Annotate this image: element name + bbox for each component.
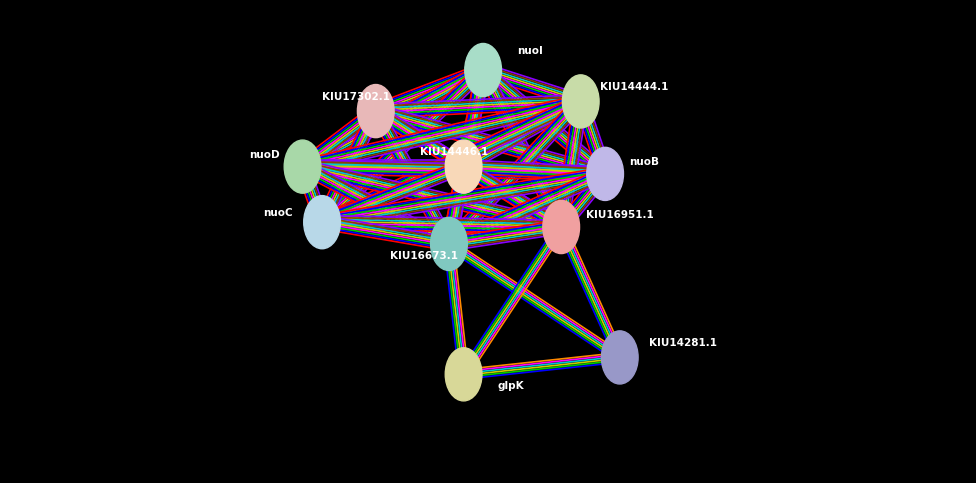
Ellipse shape bbox=[430, 217, 468, 270]
Text: nuoI: nuoI bbox=[517, 46, 544, 56]
Ellipse shape bbox=[357, 85, 394, 138]
Text: KIU14281.1: KIU14281.1 bbox=[649, 338, 717, 348]
Text: KIU14446.1: KIU14446.1 bbox=[420, 147, 488, 157]
Text: glpK: glpK bbox=[498, 382, 524, 391]
Ellipse shape bbox=[562, 75, 599, 128]
Ellipse shape bbox=[587, 147, 624, 200]
Text: KIU14444.1: KIU14444.1 bbox=[600, 82, 669, 92]
Text: nuoB: nuoB bbox=[630, 157, 660, 167]
Ellipse shape bbox=[445, 140, 482, 193]
Text: KIU16951.1: KIU16951.1 bbox=[586, 210, 653, 220]
Text: KIU16673.1: KIU16673.1 bbox=[390, 251, 459, 261]
Ellipse shape bbox=[465, 43, 502, 97]
Text: KIU17302.1: KIU17302.1 bbox=[322, 92, 390, 101]
Ellipse shape bbox=[601, 331, 638, 384]
Ellipse shape bbox=[543, 200, 580, 254]
Ellipse shape bbox=[284, 140, 321, 193]
Text: nuoC: nuoC bbox=[264, 208, 293, 217]
Text: nuoD: nuoD bbox=[249, 150, 279, 159]
Ellipse shape bbox=[445, 348, 482, 401]
Ellipse shape bbox=[304, 196, 341, 249]
